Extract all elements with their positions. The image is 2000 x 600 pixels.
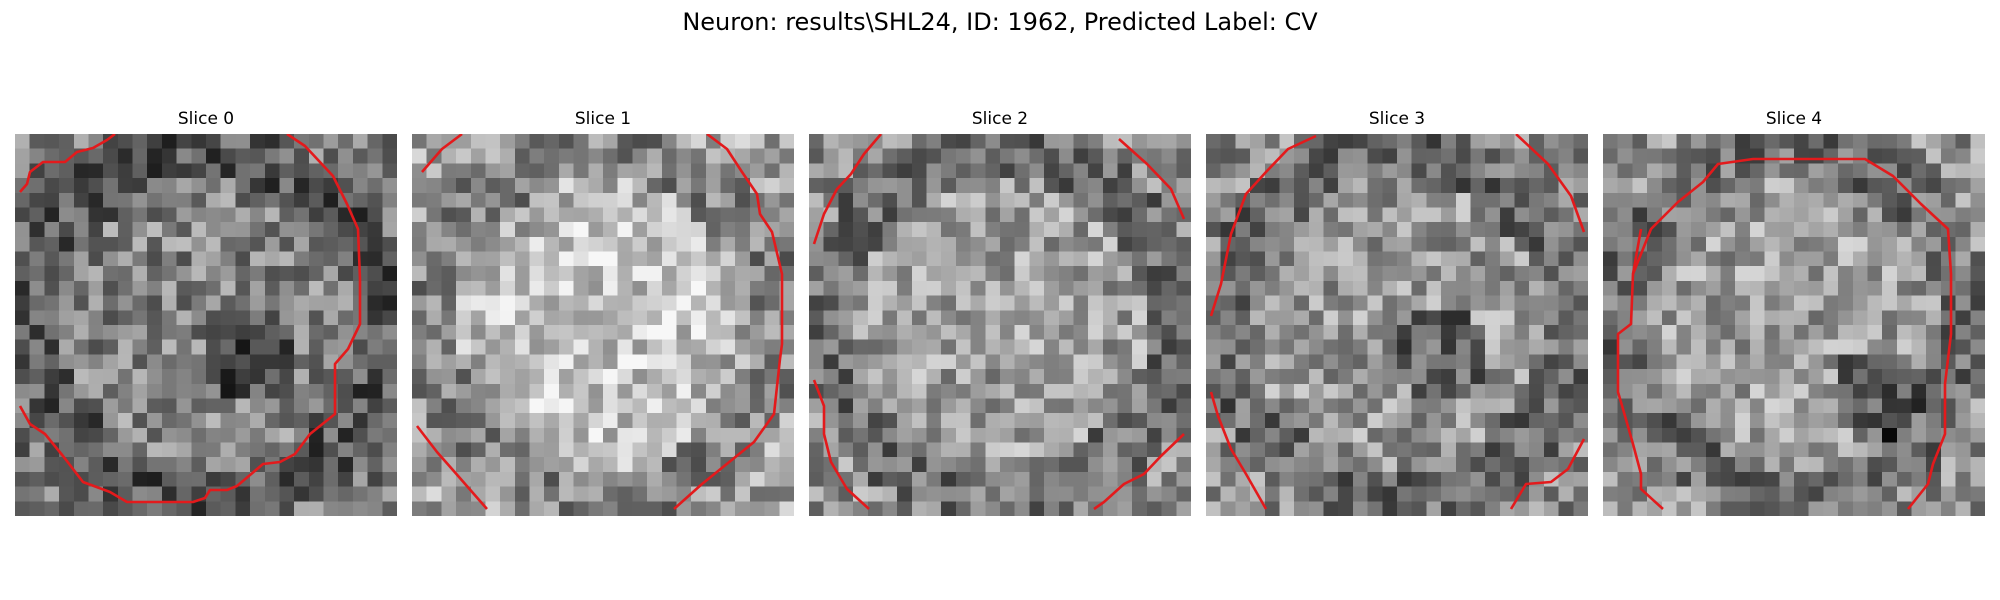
contour-segment [1209, 134, 1317, 317]
contour-segment [415, 425, 488, 510]
slice-3-svg [1206, 134, 1588, 516]
contour-segment [1631, 157, 1953, 510]
slice-image-3 [1206, 134, 1588, 516]
contour-segment [812, 379, 870, 510]
pixel-grid [809, 134, 1191, 516]
contour-segment [1209, 391, 1268, 510]
slice-image-2 [809, 134, 1191, 516]
pixel-grid [1206, 134, 1588, 516]
contour-segment [421, 134, 463, 173]
slice-title-3: Slice 3 [1368, 109, 1426, 129]
slice-image-4 [1603, 134, 1985, 516]
contour-segment [1509, 438, 1586, 510]
pixel-grid [1603, 134, 1985, 516]
figure-title: Neuron: results\SHL24, ID: 1962, Predict… [682, 8, 1318, 36]
slice-title-4: Slice 4 [1765, 109, 1823, 129]
contour-segment [812, 134, 882, 245]
slice-image-0 [15, 134, 397, 516]
slice-1-svg [412, 134, 794, 516]
contour-segment [1093, 433, 1185, 511]
slice-2-svg [809, 134, 1191, 516]
slice-4-svg [1603, 134, 1985, 516]
slice-title-1: Slice 1 [574, 109, 632, 129]
contour-segment [673, 134, 784, 510]
slice-image-1 [412, 134, 794, 516]
contour-segment [18, 134, 362, 504]
slice-title-2: Slice 2 [971, 109, 1029, 129]
pixel-grid [412, 134, 794, 516]
slice-0-svg [15, 134, 397, 516]
contour-segment [19, 134, 116, 193]
slice-title-0: Slice 0 [177, 109, 235, 129]
contour-segment [1515, 134, 1586, 233]
contour-segment [1118, 138, 1186, 220]
pixel-grid [15, 134, 397, 516]
contour-segment [1616, 228, 1664, 510]
